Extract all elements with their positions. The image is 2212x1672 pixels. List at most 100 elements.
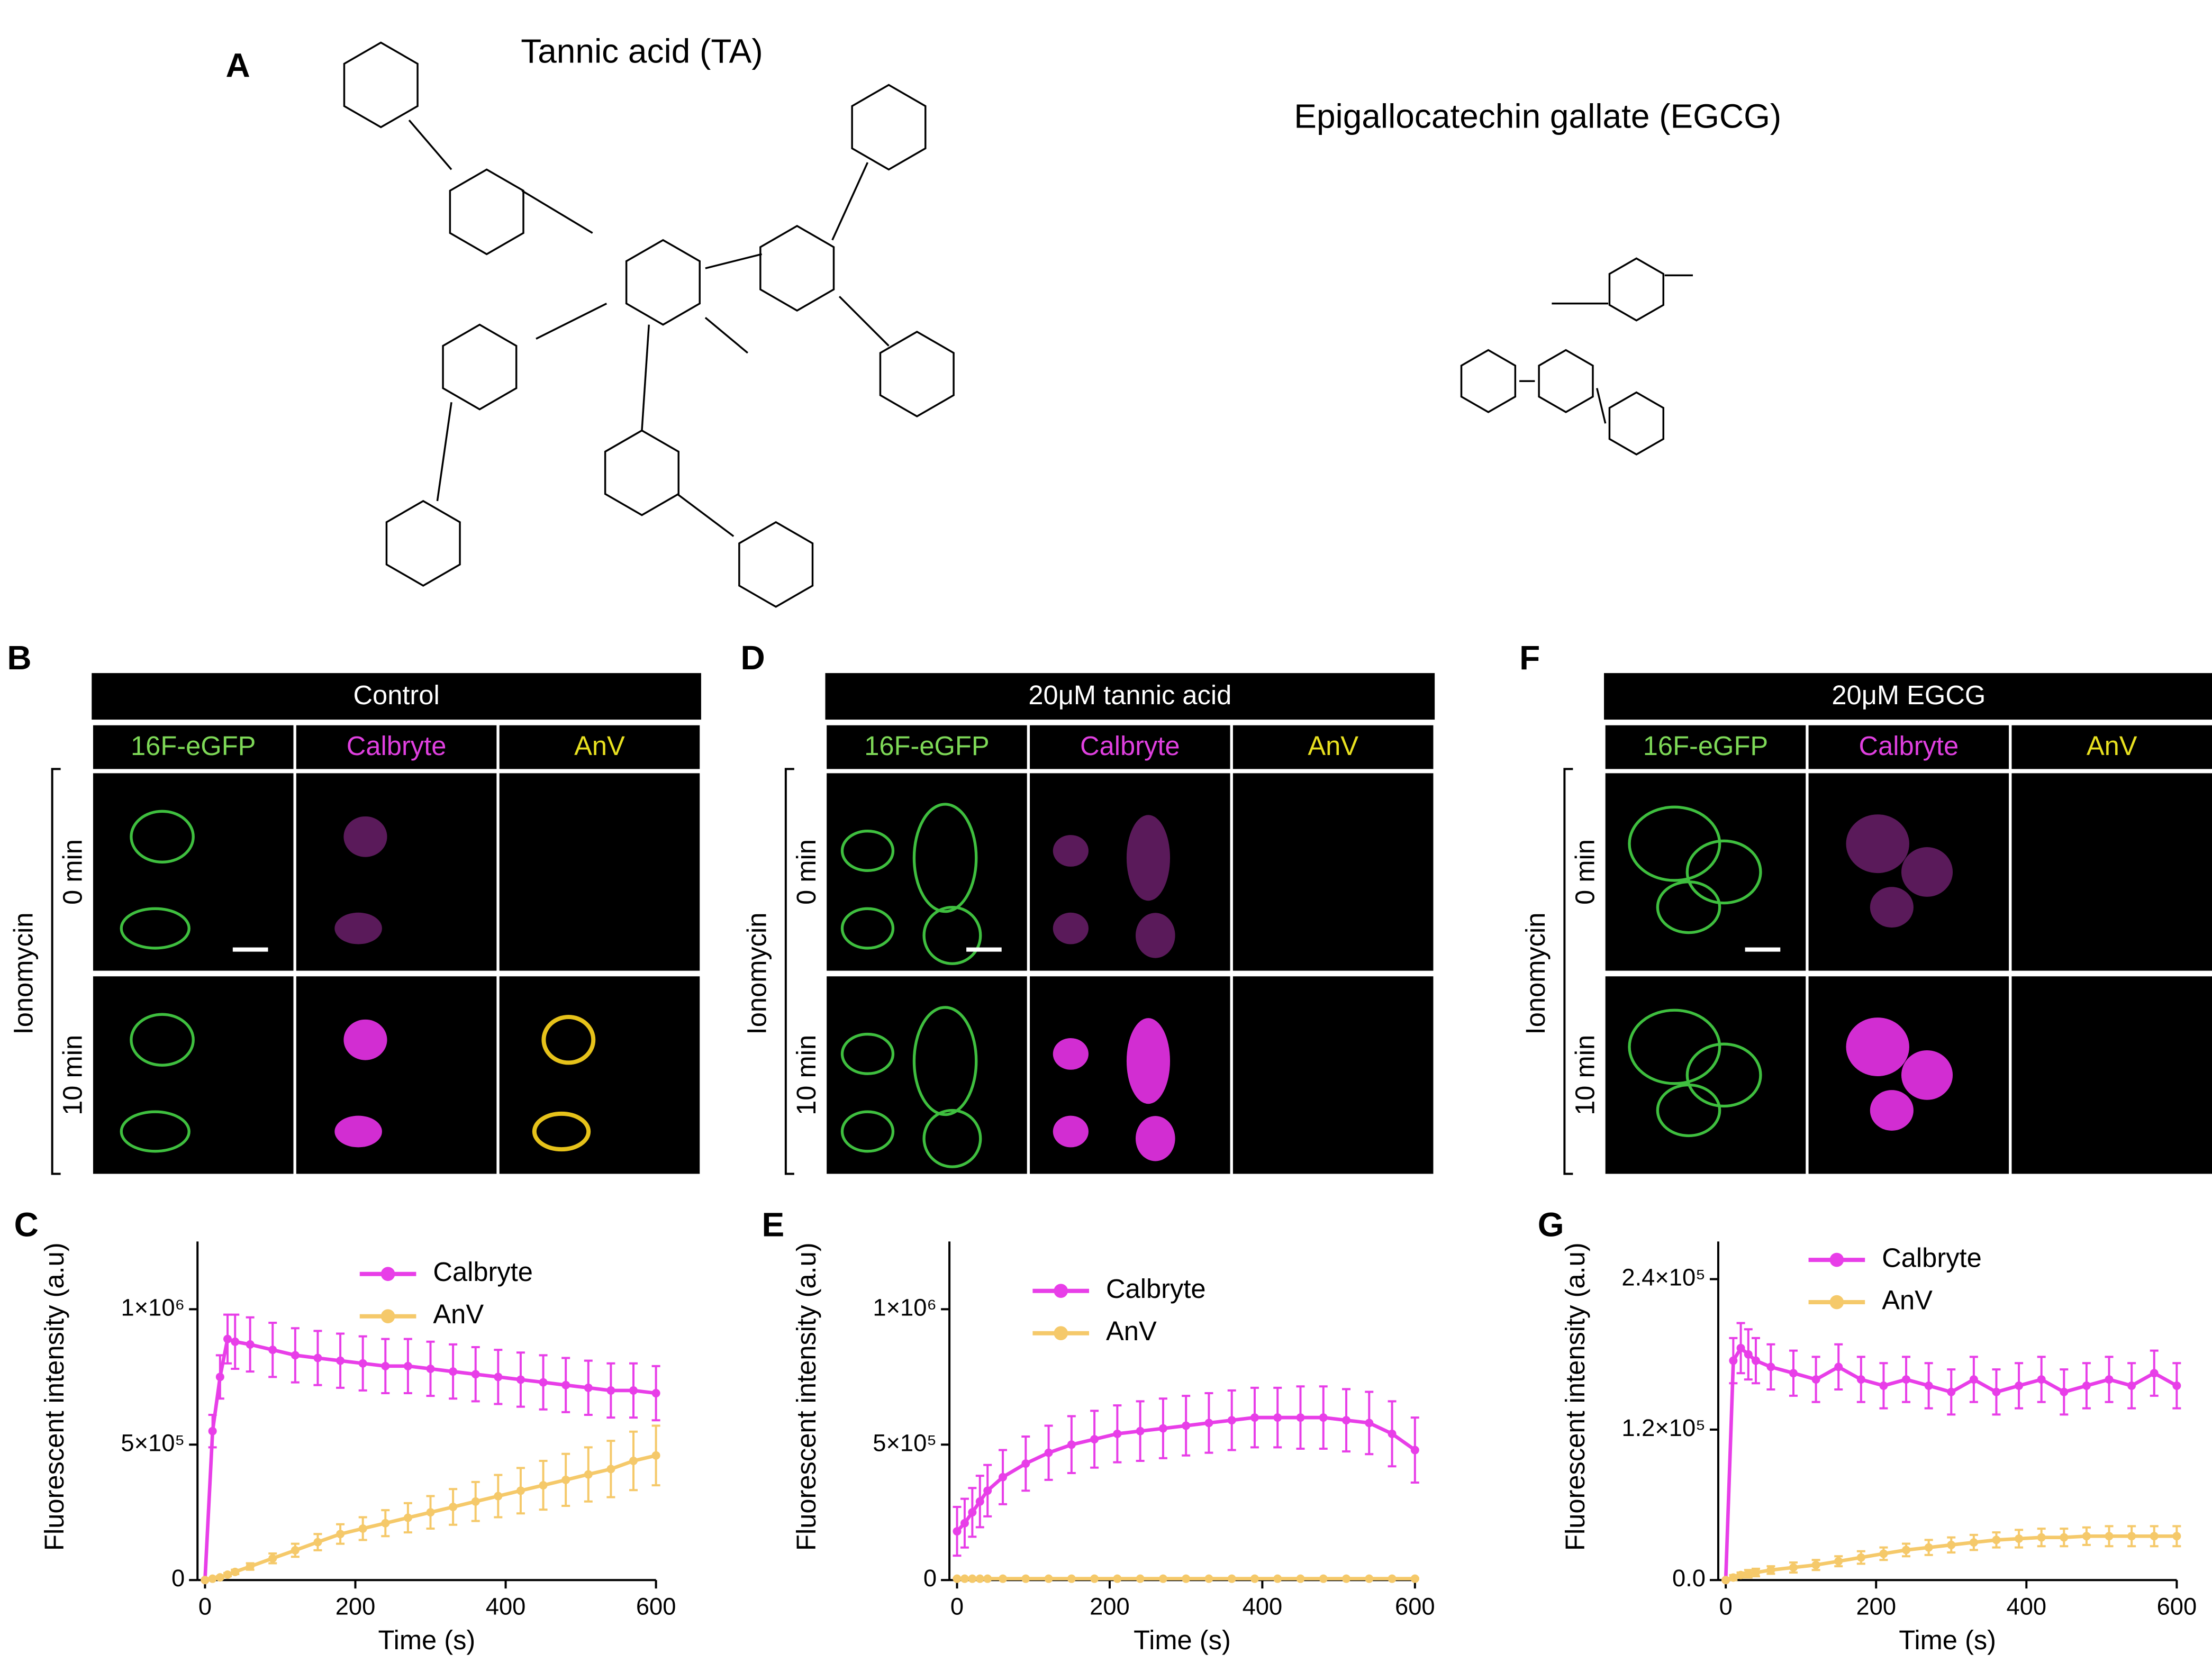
data-point	[629, 1457, 638, 1466]
data-point	[1227, 1574, 1236, 1583]
x-tick-label: 400	[1243, 1593, 1283, 1620]
y-axis-label: Fluorescent intensity (a.u)	[39, 1242, 69, 1551]
channel-label: 16F-eGFP	[1643, 731, 1768, 761]
bracket	[784, 768, 794, 1175]
x-tick-label: 200	[1856, 1593, 1896, 1620]
data-point	[2150, 1532, 2159, 1541]
data-point	[968, 1574, 977, 1583]
data-point	[1136, 1574, 1145, 1583]
data-point	[1090, 1435, 1099, 1444]
data-point	[1021, 1574, 1030, 1583]
treatment-label: Ionomycin	[8, 913, 38, 1035]
ring	[1460, 349, 1517, 413]
cell	[1053, 1038, 1089, 1070]
time-label: 10 min	[58, 1035, 88, 1115]
panel-letter: G	[1538, 1206, 1564, 1244]
micrograph	[296, 773, 497, 971]
data-point	[1296, 1574, 1305, 1583]
ring	[879, 330, 955, 417]
compound-name: Tannic acid (TA)	[521, 32, 763, 70]
cell	[912, 1006, 978, 1116]
data-point	[268, 1346, 277, 1355]
data-point	[1044, 1448, 1053, 1457]
condition-label: 20μM tannic acid	[1028, 680, 1231, 710]
data-point	[2037, 1533, 2046, 1542]
bond	[536, 303, 608, 340]
channel-label: AnV	[1308, 731, 1358, 761]
micrograph	[499, 773, 700, 971]
data-point	[215, 1573, 224, 1582]
data-point	[471, 1497, 480, 1506]
data-point	[1319, 1413, 1328, 1422]
ring	[343, 41, 419, 129]
condition-label: 20μM EGCG	[1832, 680, 1986, 710]
legend-label: AnV	[433, 1299, 484, 1329]
ring	[625, 239, 701, 326]
channel-bar	[1232, 725, 1434, 769]
cell	[922, 905, 982, 965]
bond	[521, 189, 593, 234]
y-tick-label: 1.2×10⁵	[1621, 1414, 1706, 1441]
data-point	[231, 1337, 240, 1346]
data-point	[953, 1574, 962, 1583]
data-point	[449, 1367, 458, 1376]
data-point	[313, 1353, 322, 1362]
x-tick-label: 400	[486, 1593, 526, 1620]
data-point	[494, 1373, 503, 1382]
data-point	[2105, 1375, 2114, 1384]
data-point	[1924, 1543, 1933, 1552]
data-point	[1136, 1426, 1145, 1435]
data-point	[1113, 1574, 1122, 1583]
bond	[408, 119, 452, 170]
x-tick-label: 0	[950, 1593, 964, 1620]
data-point	[2082, 1532, 2091, 1541]
cell	[130, 810, 195, 864]
data-point	[2172, 1381, 2181, 1390]
data-point	[2015, 1534, 2024, 1543]
data-point	[1227, 1416, 1236, 1425]
ring	[449, 168, 524, 256]
ring	[738, 521, 814, 608]
bond	[831, 162, 869, 241]
cell	[840, 907, 895, 950]
micrograph	[1232, 773, 1434, 971]
y-tick-label: 0	[923, 1565, 937, 1592]
channel-label: Calbryte	[347, 731, 447, 761]
cell	[1846, 814, 1909, 874]
cell	[120, 1110, 191, 1153]
data-point	[2127, 1381, 2136, 1390]
x-axis-label: Time (s)	[1134, 1625, 1231, 1655]
x-tick-label: 600	[2157, 1593, 2197, 1620]
treatment-label: Ionomycin	[742, 913, 772, 1035]
panel-letter: F	[1519, 639, 1540, 677]
micrograph	[296, 976, 497, 1174]
legend-dot	[1054, 1284, 1068, 1298]
data-point	[1924, 1381, 1933, 1390]
cell	[1628, 1008, 1721, 1085]
data-point	[268, 1554, 277, 1563]
data-point	[629, 1386, 638, 1395]
data-point	[1204, 1419, 1213, 1428]
data-point	[2015, 1381, 2024, 1390]
bracket	[1563, 768, 1573, 1175]
cell	[1685, 1042, 1762, 1108]
data-point	[1856, 1553, 1865, 1562]
data-point	[403, 1513, 412, 1522]
data-point	[1044, 1574, 1053, 1583]
y-tick-label: 5×10⁵	[121, 1429, 185, 1456]
cell	[1656, 1083, 1721, 1138]
x-tick-label: 200	[336, 1593, 376, 1620]
data-point	[983, 1486, 992, 1495]
bond	[676, 493, 735, 537]
bracket	[51, 768, 61, 1175]
data-point	[223, 1570, 232, 1579]
legend-label: AnV	[1882, 1285, 1933, 1315]
data-point	[1158, 1574, 1167, 1583]
ring	[1538, 349, 1594, 413]
micrograph	[2011, 773, 2212, 971]
data-point	[561, 1380, 570, 1389]
x-tick-label: 600	[636, 1593, 676, 1620]
data-point	[1250, 1574, 1259, 1583]
data-point	[426, 1364, 435, 1373]
